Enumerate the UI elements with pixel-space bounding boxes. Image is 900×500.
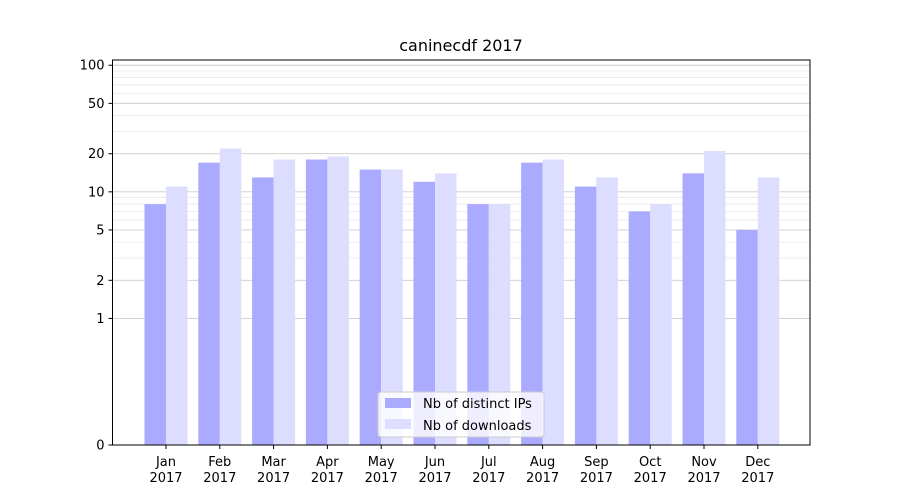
x-tick-label-year: 2017	[687, 471, 720, 486]
y-tick-label: 1	[96, 312, 104, 327]
x-tick-label-month: May	[368, 455, 395, 470]
x-tick-label-month: Aug	[530, 455, 555, 470]
bar-downloads	[273, 159, 296, 445]
bar-downloads	[219, 148, 242, 445]
bar-distinct-ips	[359, 169, 382, 445]
legend-box	[377, 391, 545, 438]
x-tick-label-year: 2017	[741, 471, 774, 486]
bar-downloads	[435, 173, 457, 445]
x-tick-label-month: Apr	[316, 455, 339, 470]
y-tick-label: 100	[80, 59, 105, 74]
x-tick-label-year: 2017	[580, 471, 613, 486]
y-tick-label: 50	[88, 97, 105, 112]
bar-distinct-ips	[144, 204, 166, 445]
bar-downloads	[757, 177, 780, 446]
x-tick-label-month: Jul	[480, 455, 497, 470]
bar-distinct-ips	[736, 229, 758, 445]
bar-distinct-ips	[413, 181, 435, 445]
x-tick-label-month: Jan	[155, 455, 176, 470]
bar-downloads	[327, 156, 349, 446]
x-tick-label-month: Sep	[584, 455, 609, 470]
bar-downloads	[704, 151, 726, 445]
x-tick-label-year: 2017	[311, 471, 344, 486]
bar-downloads	[381, 169, 403, 445]
y-tick-label: 10	[88, 185, 105, 200]
legend: Nb of distinct IPs Nb of downloads	[377, 391, 545, 438]
bar-distinct-ips	[682, 173, 704, 445]
y-tick-label: 5	[96, 223, 104, 238]
x-axis: Jan2017Feb2017Mar2017Apr2017May2017Jun20…	[149, 445, 774, 486]
bar-downloads	[166, 186, 188, 446]
legend-label-distinct-ips: Nb of distinct IPs	[423, 397, 532, 412]
plot-frame	[112, 59, 811, 446]
x-tick-label-year: 2017	[472, 471, 505, 486]
bar-downloads	[650, 204, 672, 445]
x-tick-label-month: Nov	[691, 455, 717, 470]
y-axis: 0 1 2 5 10 20 50 100	[80, 59, 113, 454]
x-tick-label-month: Jun	[424, 455, 445, 470]
chart-title: caninecdf 2017	[399, 36, 523, 55]
bar-distinct-ips	[198, 162, 220, 445]
bars	[144, 148, 780, 446]
x-tick-label-month: Feb	[208, 455, 231, 470]
x-tick-label-year: 2017	[257, 471, 290, 486]
legend-swatch-downloads	[385, 419, 411, 429]
x-tick-label-year: 2017	[418, 471, 451, 486]
x-tick-label-year: 2017	[634, 471, 667, 486]
x-tick-label-year: 2017	[149, 471, 182, 486]
bar-distinct-ips	[628, 211, 651, 445]
legend-label-downloads: Nb of downloads	[423, 419, 532, 434]
x-tick-label-month: Mar	[261, 455, 286, 470]
x-tick-label-month: Dec	[745, 455, 770, 470]
x-tick-label-year: 2017	[203, 471, 236, 486]
y-tick-label: 2	[96, 274, 104, 289]
bar-distinct-ips	[252, 177, 274, 446]
y-tick-label: 0	[96, 439, 104, 454]
bar-distinct-ips	[467, 204, 489, 445]
bar-downloads	[488, 204, 511, 445]
x-tick-label-month: Oct	[639, 455, 661, 470]
x-tick-label-year: 2017	[526, 471, 559, 486]
bar-downloads	[542, 159, 565, 445]
x-tick-label-year: 2017	[365, 471, 398, 486]
bar-distinct-ips	[305, 159, 328, 445]
y-tick-label: 20	[88, 147, 105, 162]
legend-swatch-distinct-ips	[385, 398, 411, 408]
bar-distinct-ips	[574, 186, 597, 446]
bar-downloads	[596, 177, 618, 446]
bar-distinct-ips	[521, 162, 543, 445]
